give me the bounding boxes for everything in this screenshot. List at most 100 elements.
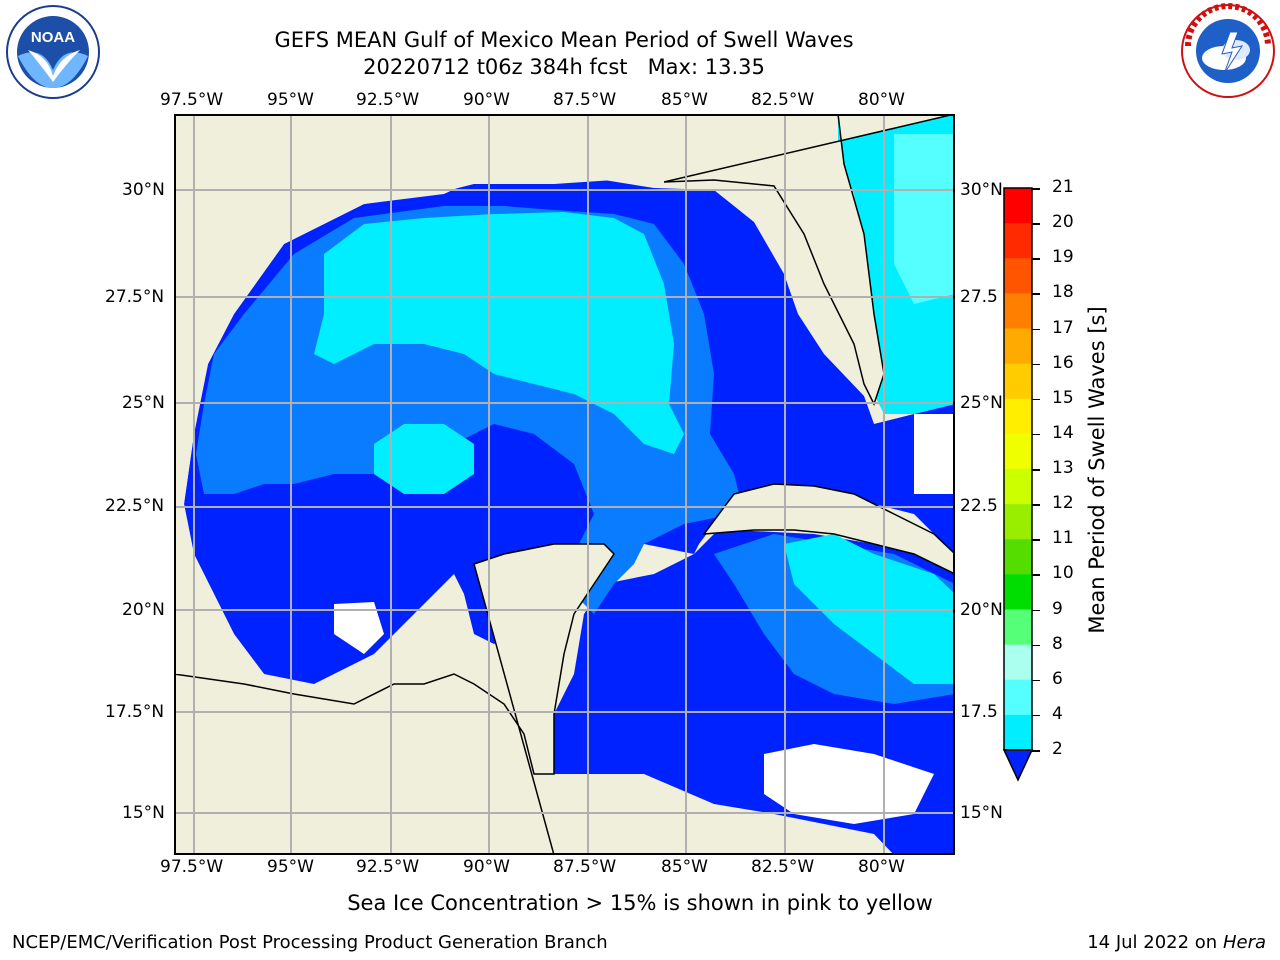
colorbar-segment	[1004, 293, 1032, 329]
colorbar-tick-mark	[1032, 328, 1040, 330]
colorbar-tick-label: 17	[1052, 317, 1074, 338]
lon-label: 97.5°W	[160, 857, 224, 877]
colorbar-segment	[1004, 433, 1032, 470]
mexico-coast-land	[174, 114, 664, 674]
lon-label: 80°W	[858, 857, 905, 877]
lon-label: 90°W	[463, 857, 510, 877]
colorbar-segment	[1004, 258, 1032, 294]
colorbar-tick-mark	[1032, 574, 1040, 576]
colorbar-tick-label: 16	[1052, 352, 1074, 373]
chart-subtitle: 20220712 t06z 384h fcst Max: 13.35	[363, 55, 765, 79]
colorbar-tick-mark	[1032, 258, 1040, 260]
white-no-data-1	[334, 602, 384, 654]
lat-label: 27.5°N	[105, 287, 165, 307]
colorbar-tick-label: 6	[1052, 668, 1063, 689]
colorbar-tick-label: 14	[1052, 422, 1074, 443]
lat-label: 22.5	[960, 496, 998, 516]
map-panel	[174, 114, 955, 855]
colorbar-tick-label: 8	[1052, 633, 1063, 654]
colorbar-segment	[1004, 469, 1032, 505]
lon-label: 95°W	[267, 857, 314, 877]
colorbar-tick-label: 20	[1052, 212, 1074, 233]
colorbar-tick-mark	[1032, 398, 1040, 401]
lon-label: 97.5°W	[160, 90, 224, 110]
svg-text:NOAA: NOAA	[31, 29, 75, 46]
colorbar-tick-label: 9	[1052, 598, 1063, 619]
colorbar-segment	[1004, 539, 1032, 575]
colorbar-tick-mark	[1032, 609, 1040, 611]
chart-title: GEFS MEAN Gulf of Mexico Mean Period of …	[274, 28, 854, 52]
lon-label: 90°W	[463, 90, 510, 110]
colorbar-segment	[1004, 504, 1032, 540]
nws-logo	[1181, 3, 1275, 98]
lon-label: 87.5°W	[553, 857, 617, 877]
colorbar-segment	[1004, 574, 1032, 610]
swell-6-8s-atlantic	[894, 134, 955, 304]
colorbar-tick-label: 18	[1052, 282, 1074, 303]
lon-label: 82.5°W	[751, 857, 815, 877]
lon-label: 92.5°W	[356, 857, 420, 877]
colorbar-tick-mark	[1032, 188, 1040, 190]
colorbar-segment	[1004, 398, 1032, 435]
swell-4-6s-center	[374, 424, 474, 494]
colorbar-segment	[1004, 714, 1032, 751]
colorbar-tick-mark	[1032, 469, 1040, 471]
colorbar-segment	[1004, 223, 1032, 259]
swell-4-6s-region	[314, 212, 684, 454]
lon-label: 85°W	[661, 90, 708, 110]
footer-host: Hera	[1222, 932, 1266, 953]
colorbar-segment	[1004, 363, 1032, 400]
lon-label: 92.5°W	[356, 90, 420, 110]
colorbar-tick-label: 4	[1052, 703, 1063, 724]
lat-label: 25°N	[960, 393, 1003, 413]
lat-label: 25°N	[122, 393, 165, 413]
footer-branch: NCEP/EMC/Verification Post Processing Pr…	[12, 932, 608, 953]
lon-label: 80°W	[858, 90, 905, 110]
footer-date-text: 14 Jul 2022 on	[1087, 932, 1223, 953]
colorbar-segment	[1004, 644, 1032, 681]
map-border	[174, 114, 955, 855]
colorbar-tick-mark	[1032, 750, 1040, 752]
colorbar-segment	[1004, 679, 1032, 716]
colorbar-tick-label: 21	[1052, 177, 1074, 197]
colorbar-tick-label: 2	[1052, 739, 1063, 759]
noaa-logo: NOAA	[6, 5, 100, 99]
lon-label: 87.5°W	[553, 90, 617, 110]
colorbar-tick-mark	[1032, 539, 1040, 541]
lon-label: 95°W	[267, 90, 314, 110]
colorbar-tick-mark	[1032, 644, 1040, 647]
footer-date: 14 Jul 2022 on Hera	[1087, 932, 1266, 953]
lat-label: 22.5°N	[105, 496, 165, 516]
lon-label: 85°W	[661, 857, 708, 877]
colorbar-tick-label: 10	[1052, 563, 1074, 584]
colorbar-segment	[1004, 328, 1032, 365]
colorbar-label: Mean Period of Swell Waves [s]	[1085, 306, 1109, 634]
lat-label: 20°N	[122, 600, 165, 620]
lat-label: 20°N	[960, 600, 1003, 620]
colorbar-tick-label: 12	[1052, 493, 1074, 514]
lat-label: 17.5	[960, 702, 998, 722]
colorbar	[1002, 187, 1034, 782]
lat-label: 15°N	[122, 803, 165, 823]
sea-ice-note: Sea Ice Concentration > 15% is shown in …	[347, 891, 933, 915]
yucatan-land	[174, 543, 615, 855]
colorbar-tick-label: 11	[1052, 528, 1074, 549]
colorbar-tick-mark	[1032, 433, 1040, 436]
colorbar-tick-mark	[1032, 293, 1040, 295]
colorbar-tick-mark	[1032, 223, 1040, 225]
colorbar-tick-mark	[1032, 679, 1040, 682]
colorbar-tick-label: 13	[1052, 458, 1074, 478]
colorbar-segment	[1004, 609, 1032, 646]
lat-label: 27.5	[960, 287, 998, 307]
white-no-data-3	[914, 414, 955, 494]
lat-label: 30°N	[122, 180, 165, 200]
lon-label: 82.5°W	[751, 90, 815, 110]
white-no-data-2	[764, 744, 934, 824]
colorbar-tick-label: 19	[1052, 247, 1074, 268]
colorbar-extend-arrow	[1002, 749, 1034, 782]
lat-label: 30°N	[960, 180, 1003, 200]
colorbar-tick-mark	[1032, 504, 1040, 506]
colorbar-tick-mark	[1032, 714, 1040, 717]
colorbar-tick-mark	[1032, 363, 1040, 366]
graticule	[174, 114, 955, 855]
